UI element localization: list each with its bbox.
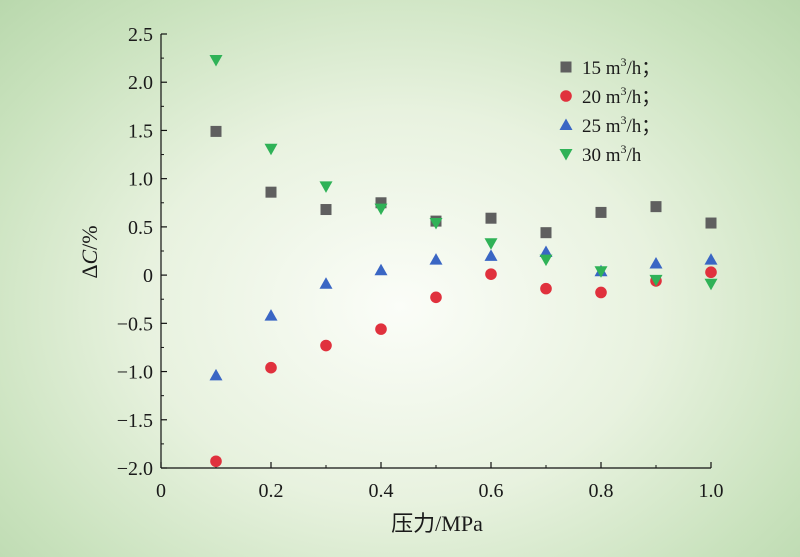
y-tick-label: −1.0	[117, 362, 153, 384]
data-point-series-4	[539, 254, 553, 267]
data-point-series-4	[209, 55, 223, 67]
data-point-series-3	[319, 277, 333, 289]
data-point-series-3	[374, 263, 388, 276]
data-point-series-3	[264, 309, 278, 321]
y-tick-label: 0.5	[128, 217, 153, 239]
data-point-series-1	[265, 186, 277, 198]
data-point-series-4	[264, 143, 278, 156]
legend-marker-series-2	[560, 90, 572, 102]
legend-label-main: 30 m	[582, 145, 621, 166]
legend-label-superscript: 3	[621, 142, 627, 156]
y-tick-label: −1.5	[117, 410, 153, 432]
data-point-series-4	[649, 274, 663, 287]
legend-label-series-1: 15 m3/h；	[582, 55, 660, 79]
data-point-series-2	[210, 455, 222, 468]
data-point-series-2	[485, 268, 497, 280]
data-point-series-2	[705, 266, 717, 279]
legend-label-series-4: 30 m3/h	[582, 142, 642, 166]
legend-label-superscript: 3	[621, 55, 627, 69]
data-point-series-2	[375, 323, 387, 335]
y-tick-label: 0	[143, 265, 153, 287]
data-point-series-2	[320, 339, 332, 352]
legend-label-superscript: 3	[621, 113, 627, 127]
data-point-series-2	[265, 361, 277, 374]
x-axis-title: 压力/MPa	[391, 511, 483, 536]
data-point-series-2	[430, 291, 442, 304]
legend-label-main: 25 m	[582, 116, 621, 137]
legend-marker-series-4	[559, 149, 573, 161]
data-point-series-4	[429, 218, 443, 230]
y-tick-label: 2.0	[128, 72, 153, 94]
x-tick-label: 1.0	[699, 480, 724, 502]
legend-marker-series-1	[560, 61, 572, 73]
data-point-series-2	[595, 286, 607, 299]
y-axis-title-delta: Δ	[77, 264, 102, 278]
data-point-series-2	[540, 282, 552, 295]
data-point-series-4	[484, 238, 498, 250]
data-point-series-1	[485, 212, 497, 224]
y-axis-title-unit: /%	[77, 225, 102, 249]
data-point-series-3	[429, 253, 443, 265]
legend-label-superscript: 3	[621, 84, 627, 98]
legend: 15 m3/h；20 m3/h；25 m3/h；30 m3/h	[559, 55, 660, 166]
y-axis-title-var: C	[77, 249, 102, 264]
y-axis-title: ΔC/%	[77, 225, 102, 278]
data-marks	[209, 55, 718, 468]
data-point-series-4	[594, 266, 608, 278]
legend-label-tail: /h；	[627, 58, 661, 79]
legend-label-series-3: 25 m3/h；	[582, 113, 660, 137]
x-tick-label: 0.2	[259, 480, 284, 502]
data-point-series-3	[649, 257, 663, 269]
legend-label-main: 20 m	[582, 87, 621, 108]
y-tick-label: −0.5	[117, 313, 153, 335]
x-tick-label: 0	[156, 480, 166, 502]
y-tick-label: 1.0	[128, 169, 153, 191]
data-point-series-4	[319, 181, 333, 193]
y-tick-label: 1.5	[128, 120, 153, 142]
legend-label-series-2: 20 m3/h；	[582, 84, 660, 108]
data-point-series-3	[704, 253, 718, 265]
x-tick-label: 0.6	[479, 480, 504, 502]
data-point-series-1	[210, 125, 222, 137]
x-tick-label: 0.4	[369, 480, 394, 502]
data-point-series-1	[540, 227, 552, 239]
legend-label-tail: /h	[627, 145, 642, 166]
y-tick-label: 2.5	[128, 24, 153, 46]
x-tick-label: 0.8	[589, 480, 614, 502]
legend-label-main: 15 m	[582, 58, 621, 79]
data-point-series-3	[539, 245, 553, 257]
axes: 2.52.01.51.00.50−0.5−1.0−1.5−2.00 0.2 0.4 0…	[117, 24, 724, 502]
data-point-series-1	[595, 206, 607, 218]
data-point-series-3	[209, 368, 223, 381]
legend-label-tail: /h；	[627, 87, 661, 108]
data-point-series-4	[704, 278, 718, 291]
legend-label-tail: /h；	[627, 116, 661, 137]
data-point-series-4	[374, 203, 388, 216]
data-point-series-3	[484, 249, 498, 261]
y-tick-label: −2.0	[117, 458, 153, 480]
data-point-series-1	[375, 197, 387, 209]
data-point-series-1	[650, 201, 662, 213]
data-point-series-1	[705, 217, 717, 229]
data-point-series-1	[320, 204, 332, 216]
legend-marker-series-3	[559, 118, 573, 130]
